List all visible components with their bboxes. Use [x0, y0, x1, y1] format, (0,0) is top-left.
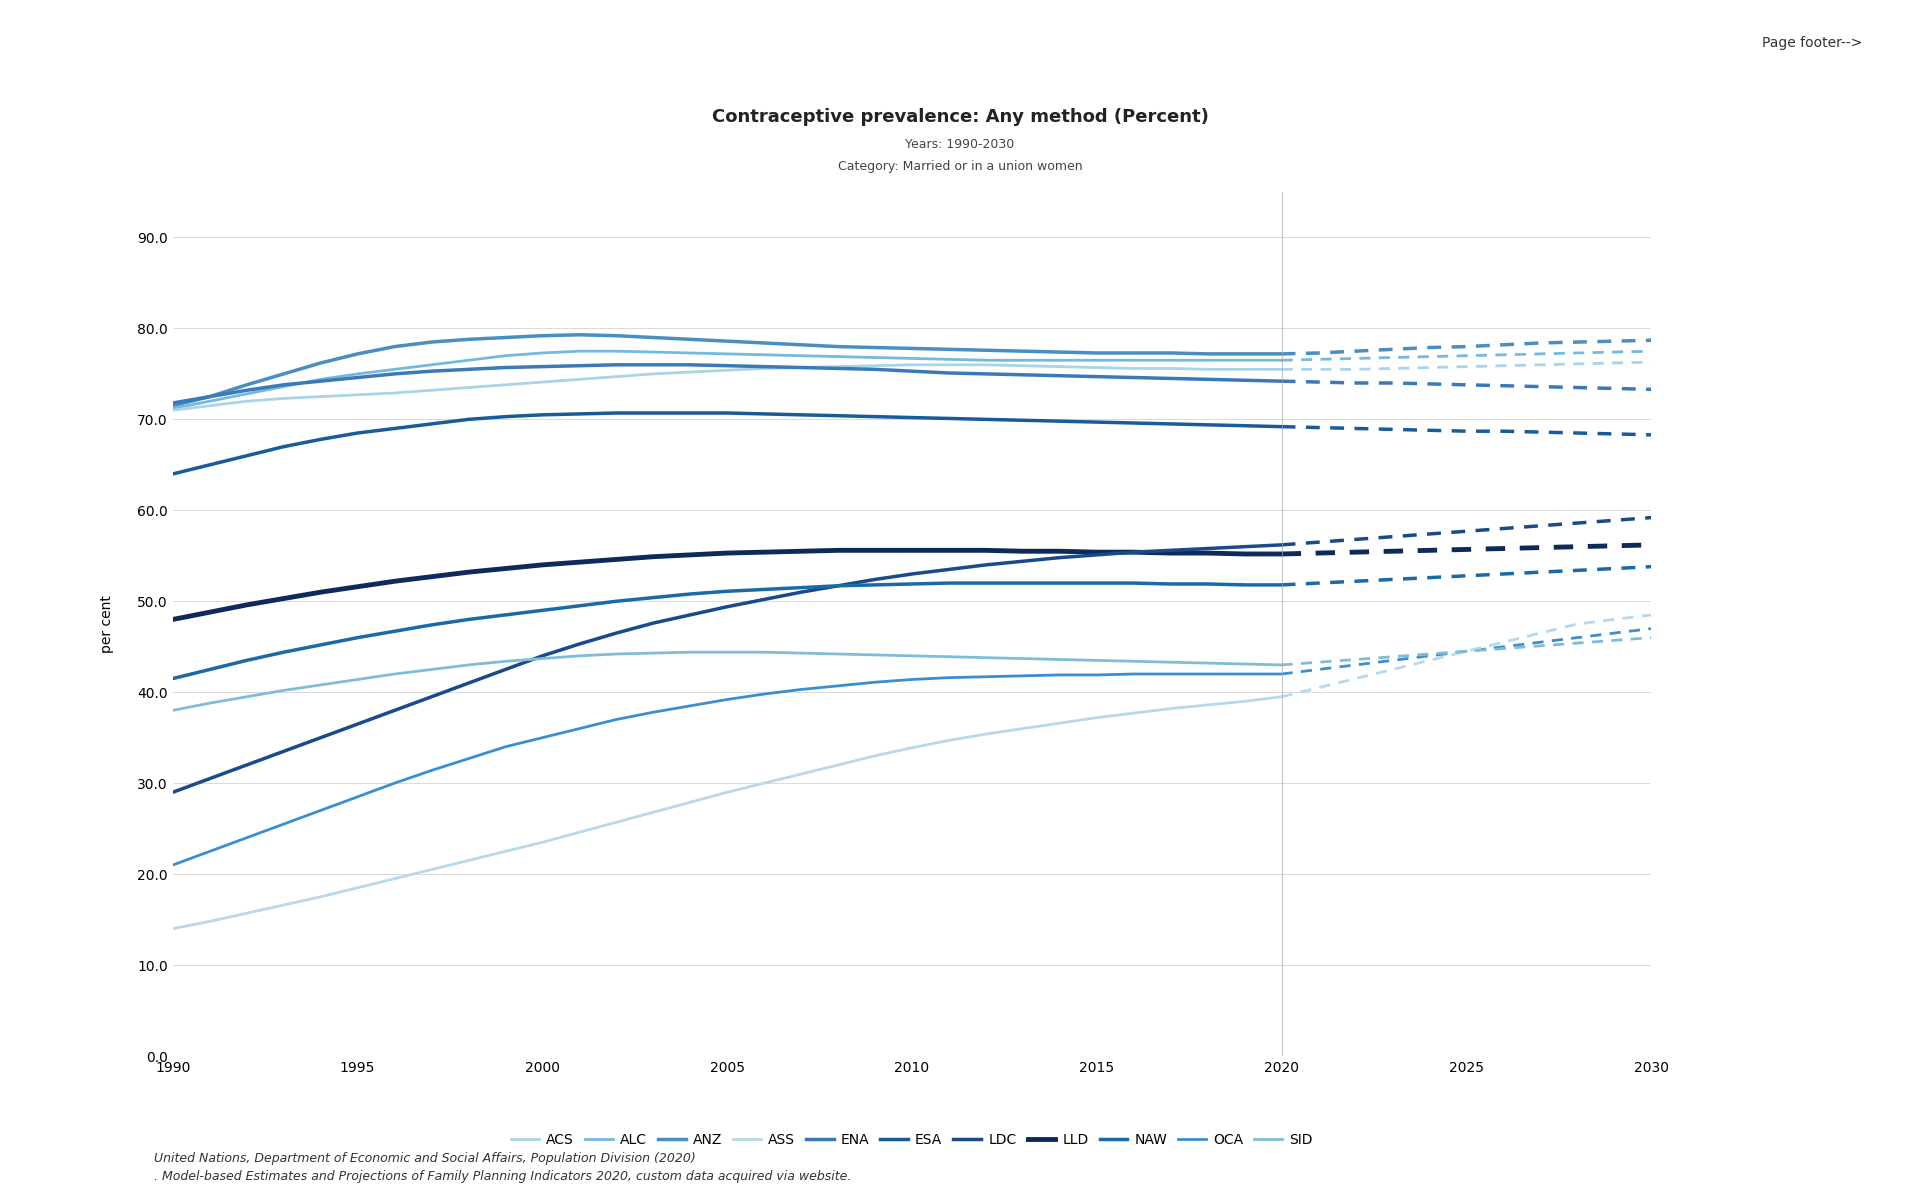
- Text: Contraceptive prevalence: Any method (Percent): Contraceptive prevalence: Any method (Pe…: [712, 108, 1208, 126]
- Text: Years: 1990-2030: Years: 1990-2030: [906, 138, 1014, 151]
- Legend: ACS, ALC, ANZ, ASS, ENA, ESA, LDC, LLD, NAW, OCA, SID: ACS, ALC, ANZ, ASS, ENA, ESA, LDC, LLD, …: [505, 1128, 1319, 1153]
- Text: . Model-based Estimates and Projections of Family Planning Indicators 2020, cust: . Model-based Estimates and Projections …: [154, 1170, 851, 1183]
- Y-axis label: per cent: per cent: [100, 595, 113, 653]
- Text: Category: Married or in a union women: Category: Married or in a union women: [837, 160, 1083, 173]
- Text: Page footer-->: Page footer-->: [1763, 36, 1862, 50]
- Text: United Nations, Department of Economic and Social Affairs, Population Division (: United Nations, Department of Economic a…: [154, 1152, 695, 1165]
